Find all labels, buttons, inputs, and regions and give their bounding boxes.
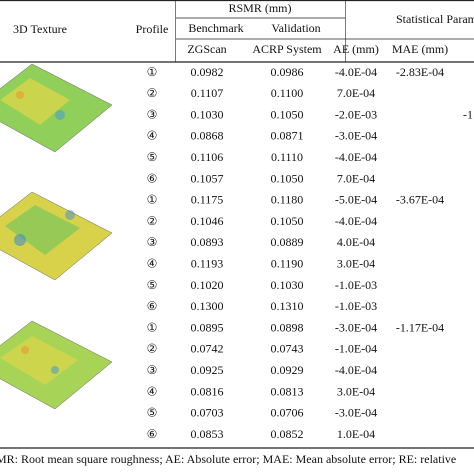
header-cell: MAE (mm) [392,42,448,56]
table-cell: 0.1030 [271,278,304,292]
table-cell: 0.1106 [191,150,224,164]
table-cell: 0.0706 [271,406,304,420]
table-cell: 0.1175 [191,193,224,207]
table-cell: ① [147,193,158,207]
footnote: MR: Root mean square roughness; AE: Abso… [0,452,456,466]
table-cell: 0.0816 [191,384,224,398]
table-cell: -1.0E-04 [335,342,377,356]
table-cell: ⑥ [147,299,158,313]
table-cell: 0.1050 [271,107,304,121]
table-cell: -1.0E-03 [335,278,377,292]
table-cell: 0.1310 [271,299,304,313]
header-cell: RSMR (mm) [228,1,291,15]
table-cell: 0.0898 [271,320,304,334]
table-cell: ③ [147,107,158,121]
table-cell: 0.0852 [271,427,304,441]
table-cell: -1.17E-04 [396,320,444,334]
table-cell: 0.1046 [191,214,224,228]
table-cell: 4.0E-04 [337,235,375,249]
table-cell: ③ [147,235,158,249]
table-cell: -4.0E-04 [335,363,377,377]
table-cell: 0.1180 [271,193,304,207]
table-cell: ② [147,86,158,100]
table-cell: 7.0E-04 [337,171,375,185]
table-cell: 0.1110 [271,150,303,164]
table-cell: ⑥ [147,171,158,185]
texture-image [0,63,113,153]
table-cell: 0.1190 [271,256,304,270]
table-cell: ① [147,65,158,79]
table-cell: ④ [147,384,158,398]
table-cell: 0.0893 [191,235,224,249]
texture-image [0,320,113,410]
table-cell: -4.0E-04 [335,214,377,228]
table-cell: 0.1050 [271,171,304,185]
header-cell: ZGScan [187,42,226,56]
table-cell: 0.0743 [271,342,304,356]
header-cell: AE (mm) [333,42,379,56]
header-cell: Validation [271,21,320,35]
table-cell: ④ [147,256,158,270]
table-cell: 0.0986 [271,65,304,79]
texture-image [0,191,113,281]
table-cell: 1.0E-04 [337,427,375,441]
table-cell: ② [147,214,158,228]
table-cell: 0.0929 [271,363,304,377]
table-cell: 0.0703 [191,406,224,420]
table-cell: ⑥ [147,427,158,441]
table-cell: -1.0E-03 [335,299,377,313]
table-cell: 0.0813 [271,384,304,398]
table-cell: ⑤ [147,278,158,292]
table-cell: 0.1030 [191,107,224,121]
table-cell: 0.1100 [271,86,304,100]
table-cell: 0.1300 [191,299,224,313]
table-cell: ③ [147,363,158,377]
header-cell: ACRP System [252,42,322,56]
table-cell: 0.0889 [271,235,304,249]
table-cell: 7.0E-04 [337,86,375,100]
table-cell: -4.0E-04 [335,65,377,79]
table-cell: -5.0E-04 [335,193,377,207]
table-cell: ⑤ [147,150,158,164]
table-cell: 0.0871 [271,129,304,143]
table-cell: ② [147,342,158,356]
table-cell: 0.1050 [271,214,304,228]
header-cell: 3D Texture [13,22,67,36]
table-cell: -3.0E-04 [335,320,377,334]
table-cell: -2.83E-04 [396,65,444,79]
table-cell: 0.0868 [191,129,224,143]
table-cell: 3.0E-04 [337,256,375,270]
table-cell: -1 [463,107,473,121]
table-cell: 0.0982 [191,65,224,79]
table-cell: 0.0895 [191,320,224,334]
header-cell: Benchmark [188,21,243,35]
header-cell: Statistical Param [396,12,474,26]
table-cell: 0.1057 [191,171,224,185]
table-cell: ④ [147,129,158,143]
table-cell: -3.0E-04 [335,129,377,143]
table-cell: 0.1107 [191,86,224,100]
table-cell: 0.1020 [191,278,224,292]
header-cell: Profile [136,22,169,36]
table-cell: -4.0E-04 [335,150,377,164]
table-cell: 3.0E-04 [337,384,375,398]
table-cell: ① [147,320,158,334]
table-cell: 0.1193 [191,256,224,270]
table-cell: -2.0E-03 [335,107,377,121]
table-cell: -3.67E-04 [396,193,444,207]
table-cell: ⑤ [147,406,158,420]
texture-images [0,63,113,410]
table-cell: 0.0853 [191,427,224,441]
table-cell: 0.0925 [191,363,224,377]
table-cell: 0.0742 [191,342,224,356]
table-cell: -3.0E-04 [335,406,377,420]
